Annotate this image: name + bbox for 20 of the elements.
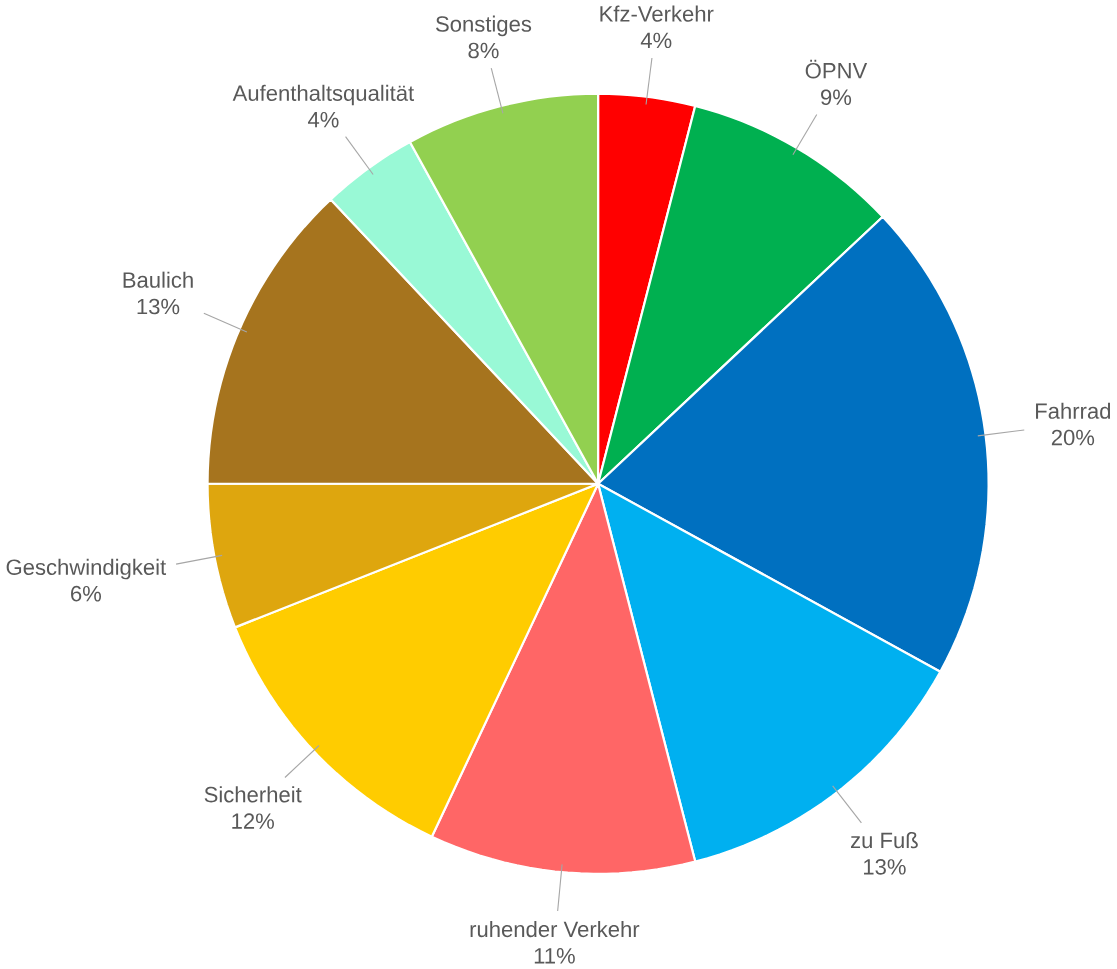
data-label: 12% [232, 813, 274, 829]
slice-label: Sicherheit [204, 786, 302, 803]
slice-label: Sonstiges [436, 15, 532, 37]
data-label: 20% [1051, 429, 1095, 446]
slice-label: Geschwindigkeit [6, 558, 167, 580]
slice-label: ÖPNV [805, 59, 868, 79]
data-label: 8% [468, 42, 499, 59]
slice-label: zu Fuß [851, 831, 918, 849]
data-label: 11% [534, 948, 575, 964]
slice-label: ruhender Verkehr [470, 920, 640, 938]
data-label: 13% [864, 859, 906, 875]
slice-label: Kfz-Verkehr [600, 5, 714, 22]
data-label: 6% [71, 585, 102, 602]
data-label: 13% [137, 298, 180, 315]
data-label: 4% [307, 111, 339, 128]
slice-label: Fahrrad [1036, 402, 1111, 419]
slice-label: Baulich [123, 271, 193, 288]
data-label: 4% [640, 32, 672, 49]
slice-label: Aufenthaltsqualität [232, 84, 415, 106]
data-label: 9% [821, 89, 852, 105]
